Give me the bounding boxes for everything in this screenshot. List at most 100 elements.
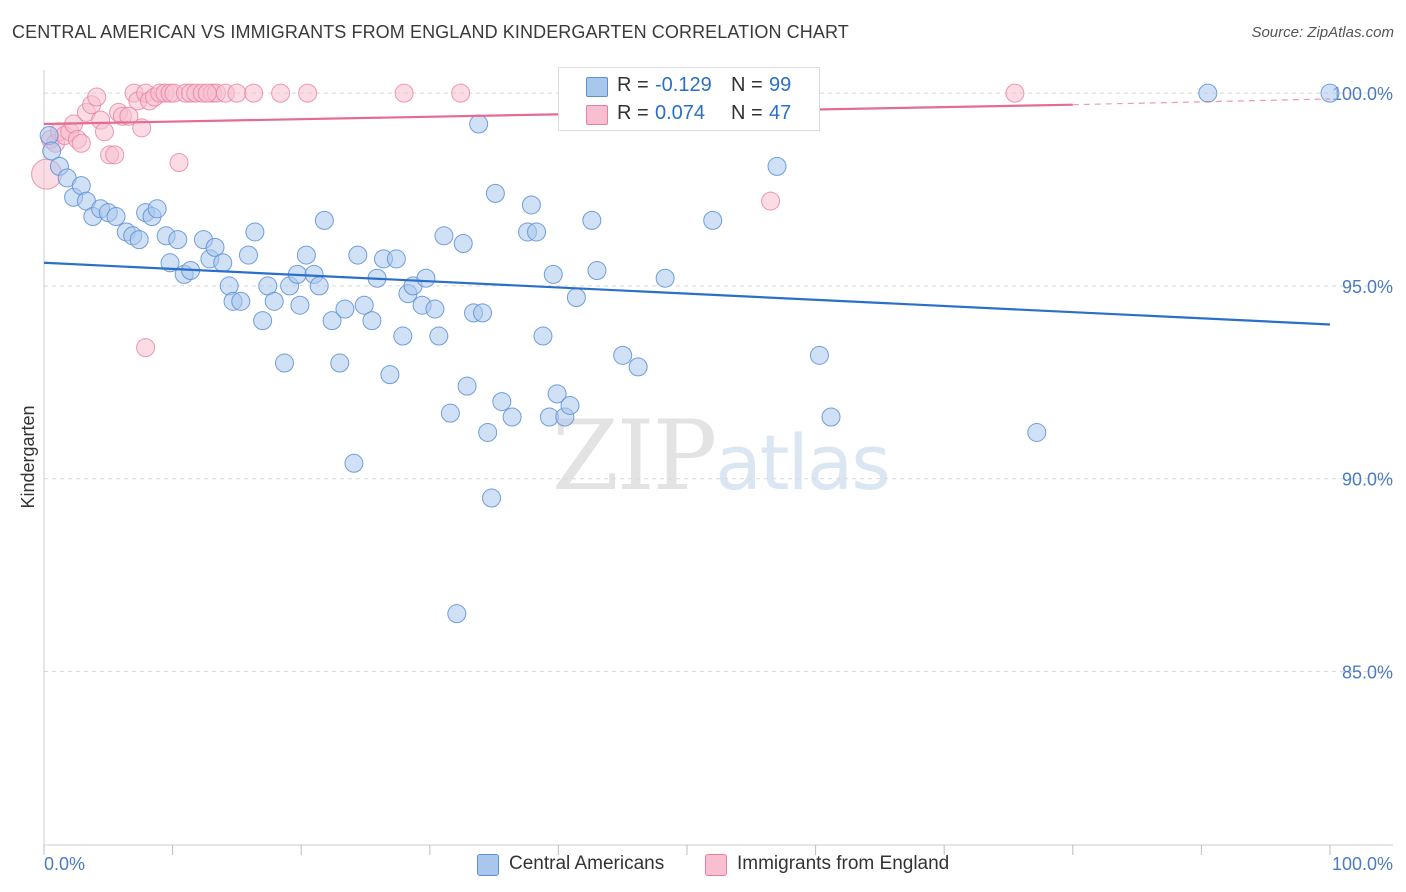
data-point-central-american (160, 253, 180, 273)
watermark-logo: ZIPatlas (552, 400, 891, 512)
data-point-central-american (238, 245, 258, 265)
data-point-central-american (348, 245, 368, 265)
data-point-england (94, 122, 114, 142)
data-point-england (132, 118, 152, 138)
data-point-central-american (168, 230, 188, 250)
data-point-england (87, 87, 107, 107)
data-point-england (451, 83, 471, 103)
data-point-central-american (703, 210, 723, 230)
data-point-central-american (354, 295, 374, 315)
data-point-central-american (106, 207, 126, 227)
data-point-central-american (416, 268, 436, 288)
data-point-central-american (566, 287, 586, 307)
trend-line-central-americans (43, 261, 1331, 326)
data-point-central-american (447, 604, 467, 624)
data-point-central-american (322, 311, 342, 331)
data-point-central-american (245, 222, 265, 242)
data-point-central-american (469, 114, 489, 134)
pink-swatch (705, 854, 727, 876)
legend-row-immigrants-england: R = 0.074 N = 47 (559, 100, 819, 128)
data-point-central-american (42, 141, 62, 161)
n-value: 99 (769, 74, 792, 96)
blue-swatch (477, 854, 499, 876)
blue-swatch (586, 77, 608, 97)
data-point-england (761, 191, 781, 211)
r-label: R = (617, 74, 649, 96)
y-tick-label: 90.0% (1342, 470, 1393, 490)
data-point-central-american (213, 253, 233, 273)
data-point-central-american (309, 276, 329, 296)
data-point-central-american (521, 195, 541, 215)
data-point-central-american (587, 260, 607, 280)
data-point-central-american (264, 291, 284, 311)
data-point-central-american (296, 245, 316, 265)
data-point-central-american (205, 237, 225, 257)
data-point-central-american (290, 295, 310, 315)
r-value: 0.074 (655, 102, 706, 124)
source-label: Source: ZipAtlas.com (1251, 24, 1394, 41)
data-point-central-american (129, 230, 149, 250)
data-point-central-american (344, 453, 364, 473)
data-point-central-american (482, 488, 502, 508)
data-point-central-american (582, 210, 602, 230)
data-point-england (298, 83, 318, 103)
data-point-central-american (362, 311, 382, 331)
y-tick-label: 85.0% (1342, 662, 1393, 682)
data-point-england (105, 145, 125, 165)
r-label: R = (617, 102, 649, 124)
data-point-england (169, 153, 189, 173)
data-point-central-american (231, 291, 251, 311)
data-point-central-american (767, 156, 787, 176)
data-point-central-american (386, 249, 406, 269)
data-point-england (197, 83, 217, 103)
data-point-central-american (380, 365, 400, 385)
data-point-central-american (440, 403, 460, 423)
data-point-central-american (1027, 422, 1047, 442)
chart-title: CENTRAL AMERICAN VS IMMIGRANTS FROM ENGL… (12, 22, 849, 42)
data-point-england (119, 106, 139, 126)
data-point-england (1005, 83, 1025, 103)
legend-label: Immigrants from England (737, 853, 950, 874)
data-point-central-american (547, 384, 567, 404)
data-point-england (244, 83, 264, 103)
pink-swatch (586, 105, 608, 125)
watermark-zip: ZIP (552, 400, 717, 512)
y-tick-label: 95.0% (1342, 277, 1393, 297)
data-point-central-american (628, 357, 648, 377)
stats-legend: R = -0.129 N = 99 R = 0.074 N = 47 (558, 67, 820, 131)
data-point-central-american (457, 376, 477, 396)
data-point-central-american (613, 345, 633, 365)
data-point-central-american (821, 407, 841, 427)
data-point-central-american (330, 353, 350, 373)
data-point-central-american (274, 353, 294, 373)
data-point-central-american (809, 345, 829, 365)
data-point-central-american (527, 222, 547, 242)
y-tick-label: 100.0% (1332, 84, 1393, 104)
legend-row-central-americans: R = -0.129 N = 99 (559, 72, 819, 100)
data-point-england (271, 83, 291, 103)
data-point-central-american (253, 311, 273, 331)
data-point-central-american (335, 299, 355, 319)
data-point-central-american (314, 210, 334, 230)
data-point-central-american (429, 326, 449, 346)
data-point-central-american (393, 326, 413, 346)
data-point-central-american (473, 303, 493, 323)
x-tick-label: 100.0% (1332, 854, 1393, 874)
x-tick-label: 0.0% (44, 854, 85, 874)
data-point-central-american (478, 422, 498, 442)
data-point-central-american (543, 264, 563, 284)
r-value: -0.129 (655, 74, 712, 96)
data-point-central-american (655, 268, 675, 288)
data-point-central-american (1198, 83, 1218, 103)
data-point-central-american (485, 183, 505, 203)
n-label: N = (731, 102, 763, 124)
data-point-central-american (560, 395, 580, 415)
data-point-central-american (453, 234, 473, 254)
watermark-atlas: atlas (715, 418, 891, 507)
data-point-england (227, 83, 247, 103)
data-point-central-american (147, 199, 167, 219)
data-point-central-american (434, 226, 454, 246)
y-axis-label: Kindergarten (18, 405, 38, 508)
series-legend: Central Americans Immigrants from Englan… (0, 852, 1406, 878)
